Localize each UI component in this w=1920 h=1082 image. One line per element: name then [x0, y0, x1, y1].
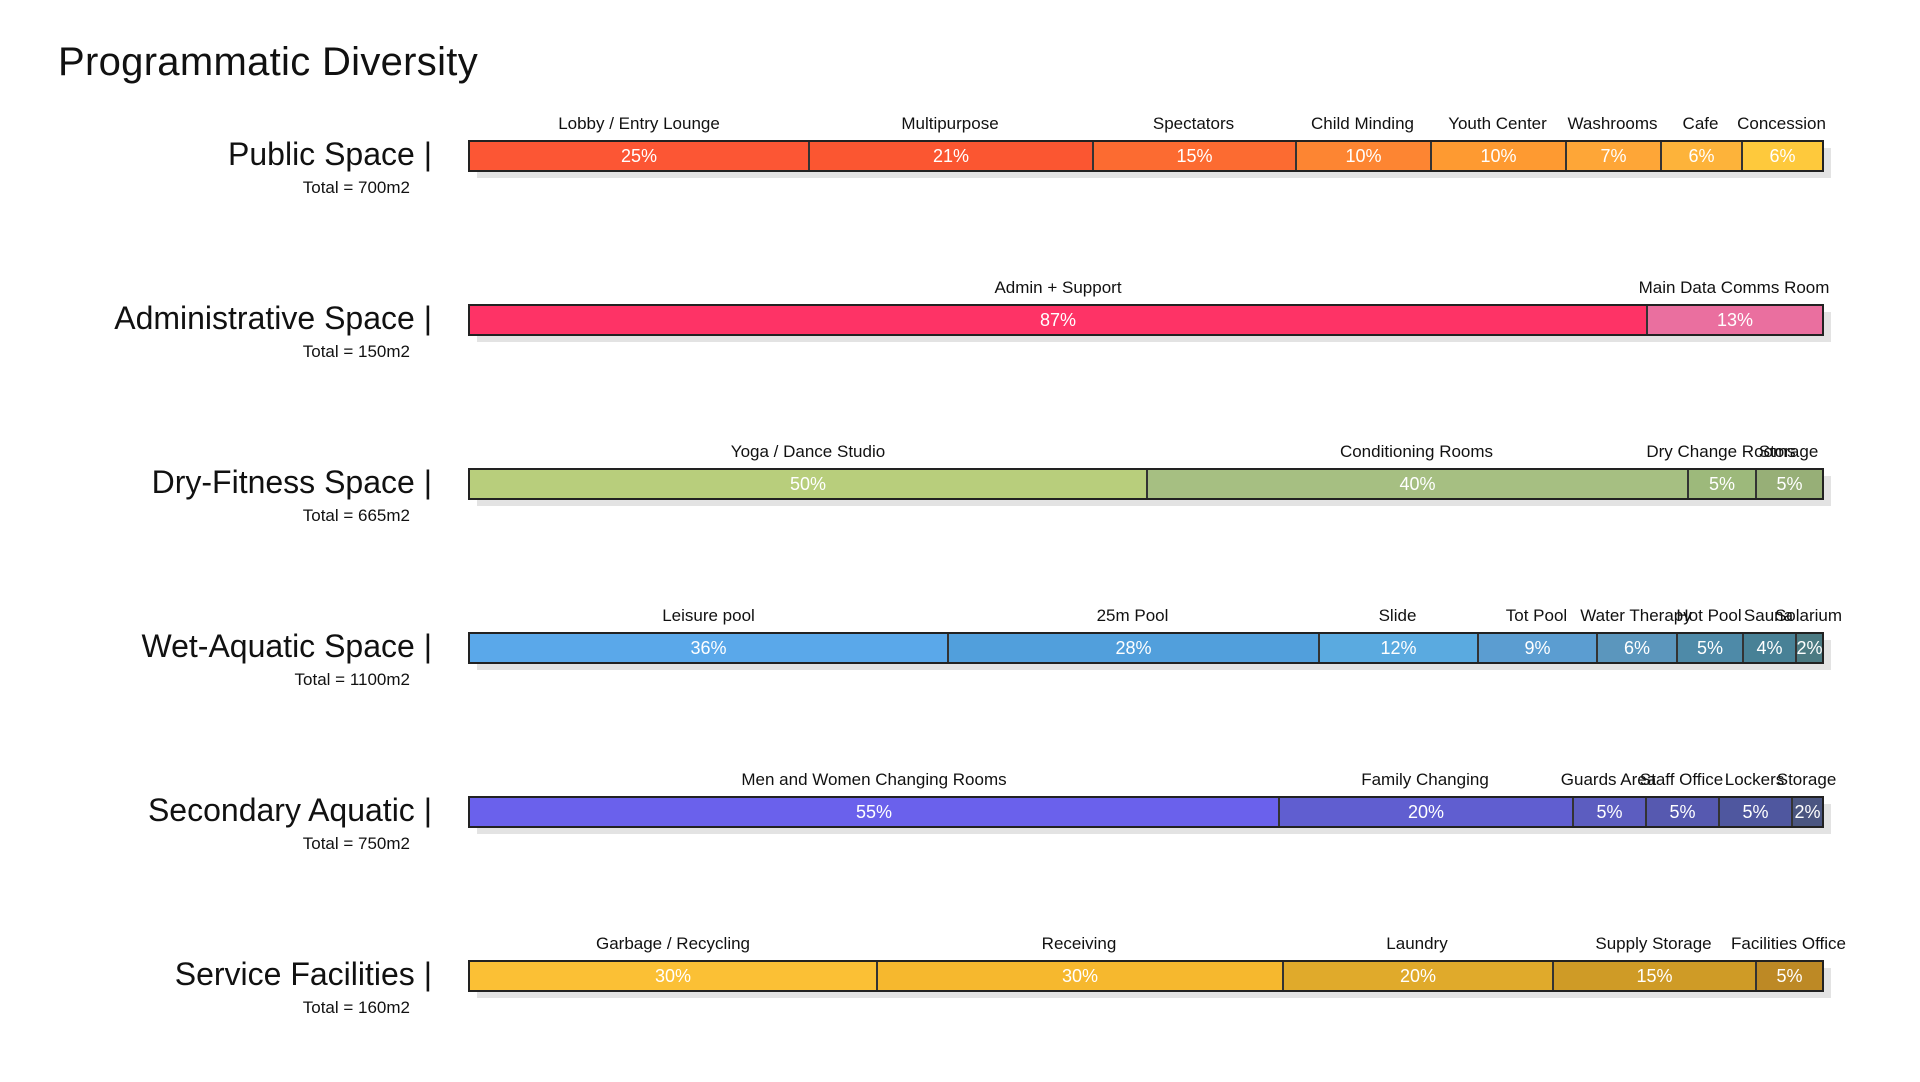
segment-label: Cafe	[1682, 114, 1719, 133]
bar-row: Administrative Space | Total = 150m2 Admin…	[0, 278, 1920, 394]
segment-label: 25m Pool	[1096, 606, 1169, 625]
stacked-bar: 55% 20% 5% 5% 5% 2%	[468, 796, 1824, 828]
segment-label: Lockers	[1724, 770, 1785, 789]
segment-label: Garbage / Recycling	[595, 934, 751, 953]
segment-label: Staff Office	[1639, 770, 1724, 789]
bar-segment: 4%	[1742, 634, 1795, 662]
segment-label: Storage	[1758, 442, 1819, 461]
row-total: Total = 150m2	[302, 342, 410, 361]
bar-segment: 21%	[808, 142, 1092, 170]
row-label: Dry-Fitness Space |	[151, 464, 432, 500]
row-label: Wet-Aquatic Space |	[141, 628, 432, 664]
segment-label: Spectators	[1152, 114, 1235, 133]
bar-row: Service Facilities | Total = 160m2 Garbage…	[0, 934, 1920, 1050]
bar-segment: 40%	[1146, 470, 1687, 498]
bar-segment: 5%	[1687, 470, 1755, 498]
bar-segment: 28%	[947, 634, 1318, 662]
segment-label: Receiving	[1041, 934, 1117, 953]
segment-label: Leisure pool	[662, 606, 755, 625]
segment-label: Storage	[1776, 770, 1837, 789]
segment-label: Yoga / Dance Studio	[730, 442, 886, 461]
bar-segment: 30%	[876, 962, 1282, 990]
bar-segment: 5%	[1755, 470, 1822, 498]
segment-label: Admin + Support	[994, 278, 1122, 297]
segment-label: Washrooms	[1567, 114, 1658, 133]
bar-segment: 20%	[1278, 798, 1572, 826]
stacked-bar: 25% 21% 15% 10% 10% 7% 6% 6%	[468, 140, 1824, 172]
bar-segment: 30%	[470, 962, 876, 990]
row-label: Public Space |	[228, 136, 432, 172]
bar-segment: 25%	[470, 142, 808, 170]
segment-label: Facilities Office	[1731, 934, 1846, 953]
segment-label: Water Therapy	[1580, 606, 1692, 625]
bar-segment: 50%	[470, 470, 1146, 498]
segment-label: Multipurpose	[901, 114, 999, 133]
bar-row: Secondary Aquatic | Total = 750m2 Men and …	[0, 770, 1920, 886]
bar-segment: 6%	[1596, 634, 1676, 662]
segment-label: Supply Storage	[1595, 934, 1712, 953]
segment-label: Main Data Comms Room	[1638, 278, 1830, 297]
segment-label: Conditioning Rooms	[1339, 442, 1494, 461]
segment-label: Dry Change Rooms	[1646, 442, 1796, 461]
row-total: Total = 1100m2	[294, 670, 410, 689]
row-total: Total = 750m2	[302, 834, 410, 853]
stacked-bar: 36% 28% 12% 9% 6% 5% 4% 2%	[468, 632, 1824, 664]
bar-segment: 36%	[470, 634, 947, 662]
row-total: Total = 665m2	[302, 506, 410, 525]
bar-segment: 5%	[1572, 798, 1645, 826]
segment-label: Guards Area	[1560, 770, 1657, 789]
segment-label: Family Changing	[1361, 770, 1489, 789]
bar-segment: 2%	[1791, 798, 1822, 826]
bar-segment: 7%	[1565, 142, 1660, 170]
bar-segment: 15%	[1552, 962, 1755, 990]
bar-segment: 10%	[1295, 142, 1430, 170]
bar-segment: 5%	[1718, 798, 1791, 826]
row-total: Total = 700m2	[302, 178, 410, 197]
stacked-bar: 50% 40% 5% 5%	[468, 468, 1824, 500]
segment-label: Hot Pool	[1676, 606, 1742, 625]
stacked-bar: 87% 13%	[468, 304, 1824, 336]
bar-segment: 10%	[1430, 142, 1565, 170]
bar-segment: 12%	[1318, 634, 1477, 662]
bar-row: Wet-Aquatic Space | Total = 1100m2 Leisure…	[0, 606, 1920, 722]
bar-segment: 20%	[1282, 962, 1552, 990]
segment-label: Men and Women Changing Rooms	[741, 770, 1007, 789]
bar-segment: 5%	[1645, 798, 1718, 826]
bar-segment: 6%	[1741, 142, 1822, 170]
bar-segment: 87%	[470, 306, 1646, 334]
bar-segment: 6%	[1660, 142, 1741, 170]
row-label: Administrative Space |	[114, 300, 432, 336]
segment-label: Tot Pool	[1505, 606, 1568, 625]
bar-segment: 15%	[1092, 142, 1295, 170]
bar-segment: 13%	[1646, 306, 1822, 334]
row-label: Secondary Aquatic |	[147, 792, 432, 828]
bar-segment: 9%	[1477, 634, 1596, 662]
bar-row: Dry-Fitness Space | Total = 665m2 Yoga / D…	[0, 442, 1920, 558]
segment-label: Youth Center	[1448, 114, 1547, 133]
bar-segment: 55%	[470, 798, 1278, 826]
row-total: Total = 160m2	[302, 998, 410, 1017]
bar-row: Public Space | Total = 700m2 Lobby / Entry…	[0, 114, 1920, 230]
segment-label: Child Minding	[1311, 114, 1414, 133]
bar-segment: 5%	[1755, 962, 1822, 990]
page-title: Programmatic Diversity	[58, 40, 478, 84]
segment-label: Solarium	[1774, 606, 1843, 625]
segment-label: Concession	[1737, 114, 1826, 133]
segment-label: Slide	[1378, 606, 1417, 625]
segment-label: Lobby / Entry Lounge	[558, 114, 720, 133]
bar-segment: 2%	[1795, 634, 1822, 662]
bar-segment: 5%	[1676, 634, 1742, 662]
segment-label: Laundry	[1386, 934, 1448, 953]
row-label: Service Facilities |	[174, 956, 432, 992]
segment-label: Sauna	[1743, 606, 1794, 625]
stacked-bar: 30% 30% 20% 15% 5%	[468, 960, 1824, 992]
